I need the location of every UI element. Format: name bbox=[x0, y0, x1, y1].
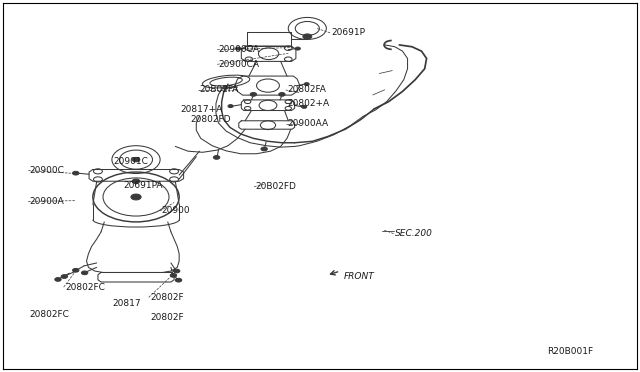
Circle shape bbox=[228, 105, 233, 108]
Circle shape bbox=[173, 269, 180, 273]
Text: 20900C: 20900C bbox=[29, 166, 64, 175]
Text: 20900AA: 20900AA bbox=[287, 119, 328, 128]
Circle shape bbox=[303, 34, 312, 39]
Text: 20802F: 20802F bbox=[150, 313, 184, 322]
Circle shape bbox=[61, 275, 67, 278]
Text: 20B02FA: 20B02FA bbox=[200, 86, 239, 94]
Circle shape bbox=[131, 194, 141, 200]
Circle shape bbox=[81, 271, 88, 275]
Text: 20900CA: 20900CA bbox=[218, 60, 259, 69]
Text: 20802FC: 20802FC bbox=[65, 283, 105, 292]
Circle shape bbox=[261, 147, 268, 151]
Text: 20817+A: 20817+A bbox=[180, 105, 223, 113]
Text: 20802+A: 20802+A bbox=[287, 99, 329, 108]
Circle shape bbox=[213, 155, 220, 159]
Circle shape bbox=[132, 157, 140, 162]
Circle shape bbox=[301, 105, 307, 108]
Circle shape bbox=[223, 86, 228, 89]
Text: 20691PA: 20691PA bbox=[124, 181, 163, 190]
Circle shape bbox=[250, 93, 257, 96]
Circle shape bbox=[295, 47, 300, 50]
Text: R20B001F: R20B001F bbox=[547, 347, 593, 356]
Text: SEC.200: SEC.200 bbox=[395, 229, 433, 238]
Text: 20900CA: 20900CA bbox=[218, 45, 259, 54]
Text: 20900A: 20900A bbox=[29, 197, 64, 206]
Text: 20691P: 20691P bbox=[332, 28, 365, 37]
Circle shape bbox=[279, 93, 285, 96]
Text: 20802FD: 20802FD bbox=[190, 115, 230, 124]
Text: 20817: 20817 bbox=[112, 299, 141, 308]
Text: 20901C: 20901C bbox=[114, 157, 148, 166]
Circle shape bbox=[55, 278, 61, 281]
Circle shape bbox=[304, 83, 309, 86]
Text: 20900: 20900 bbox=[161, 206, 190, 215]
Text: FRONT: FRONT bbox=[344, 272, 375, 281]
Circle shape bbox=[72, 171, 79, 175]
Circle shape bbox=[170, 273, 177, 277]
Circle shape bbox=[72, 269, 79, 272]
Text: 20B02FD: 20B02FD bbox=[255, 182, 296, 191]
Circle shape bbox=[132, 179, 140, 183]
Text: 20802FC: 20802FC bbox=[29, 311, 69, 320]
Circle shape bbox=[236, 47, 241, 50]
Text: 20802F: 20802F bbox=[150, 293, 184, 302]
Text: 20802FA: 20802FA bbox=[287, 86, 326, 94]
Circle shape bbox=[175, 278, 182, 282]
